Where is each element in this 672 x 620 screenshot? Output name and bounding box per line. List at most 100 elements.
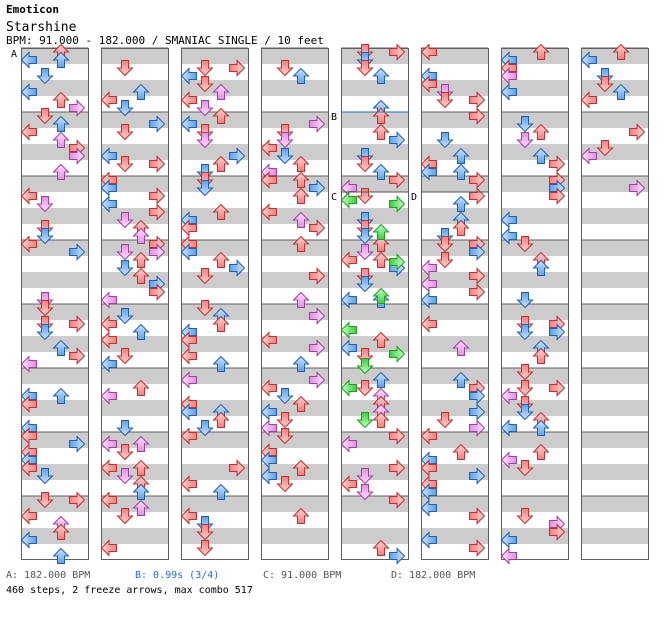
up-arrow (52, 131, 70, 148)
stripe (261, 48, 328, 64)
left-arrow (340, 435, 357, 453)
up-arrow (372, 123, 390, 140)
right-arrow (69, 491, 86, 509)
artist-label: Emoticon (6, 3, 59, 16)
stripe (581, 432, 648, 448)
stripe (181, 528, 248, 544)
right-arrow (149, 283, 166, 301)
down-arrow (356, 276, 374, 293)
stripe (261, 400, 328, 416)
right-arrow (389, 459, 406, 477)
left-arrow (340, 291, 357, 309)
down-arrow (276, 428, 294, 445)
column-frame (581, 48, 649, 560)
right-arrow (309, 267, 326, 285)
stripe (341, 336, 408, 352)
down-arrow (516, 324, 534, 341)
up-arrow (212, 411, 230, 428)
right-arrow (389, 171, 406, 189)
step-chart: A B C D (11, 43, 649, 565)
left-arrow (180, 475, 197, 493)
up-arrow (52, 547, 70, 564)
down-arrow (36, 108, 54, 125)
marker-d: D (411, 192, 417, 203)
down-arrow (116, 468, 134, 485)
stripe (421, 432, 488, 448)
stripe (581, 496, 648, 512)
left-arrow (20, 459, 37, 477)
down-arrow (116, 244, 134, 261)
down-arrow (356, 412, 374, 429)
left-arrow (20, 187, 37, 205)
left-arrow (500, 531, 517, 549)
right-arrow (469, 387, 486, 405)
down-arrow (516, 132, 534, 149)
down-arrow (516, 508, 534, 525)
marker-a: A (11, 49, 17, 60)
stripe (341, 304, 408, 320)
down-arrow (356, 484, 374, 501)
left-arrow (260, 403, 277, 421)
stripe (421, 336, 488, 352)
left-arrow (420, 531, 437, 549)
up-arrow (372, 251, 390, 268)
right-arrow (149, 203, 166, 221)
right-arrow (389, 491, 406, 509)
right-arrow (69, 347, 86, 365)
left-arrow (260, 379, 277, 397)
left-arrow (180, 115, 197, 133)
stripe (421, 48, 488, 64)
down-arrow (196, 60, 214, 77)
left-arrow (420, 43, 437, 61)
up-arrow (452, 339, 470, 356)
down-arrow (356, 60, 374, 77)
down-arrow (36, 492, 54, 509)
right-arrow (69, 99, 86, 117)
down-arrow (516, 380, 534, 397)
left-arrow (420, 275, 437, 293)
down-arrow (116, 60, 134, 77)
down-arrow (596, 140, 614, 157)
stripe (101, 176, 168, 192)
left-arrow (340, 191, 357, 209)
column-frame (181, 48, 249, 560)
left-arrow (100, 291, 117, 309)
down-arrow (116, 260, 134, 277)
up-arrow (452, 163, 470, 180)
up-arrow (52, 115, 70, 132)
up-arrow (532, 43, 550, 60)
stripe (341, 528, 408, 544)
stripe (101, 528, 168, 544)
left-arrow (340, 379, 357, 397)
marker-b: B (331, 112, 337, 123)
up-arrow (212, 315, 230, 332)
stripe (341, 112, 408, 128)
left-arrow (260, 139, 277, 157)
right-arrow (469, 171, 486, 189)
column-frame (421, 48, 489, 560)
left-arrow (420, 163, 437, 181)
up-arrow (132, 323, 150, 340)
right-arrow (229, 459, 246, 477)
legend-bpm-c: C: 91.000 BPM (263, 570, 342, 581)
stripe (181, 368, 248, 384)
stripe (181, 208, 248, 224)
down-arrow (116, 348, 134, 365)
stripe (261, 240, 328, 256)
left-arrow (420, 499, 437, 517)
right-arrow (69, 315, 86, 333)
stripe (181, 176, 248, 192)
right-arrow (69, 147, 86, 165)
stripe (341, 368, 408, 384)
up-arrow (612, 43, 630, 60)
left-arrow (100, 459, 117, 477)
stripe (181, 80, 248, 96)
left-arrow (20, 83, 37, 101)
right-arrow (469, 91, 486, 109)
left-arrow (100, 179, 117, 197)
down-arrow (276, 412, 294, 429)
left-arrow (180, 371, 197, 389)
stripe (181, 336, 248, 352)
right-arrow (469, 507, 486, 525)
down-arrow (516, 404, 534, 421)
